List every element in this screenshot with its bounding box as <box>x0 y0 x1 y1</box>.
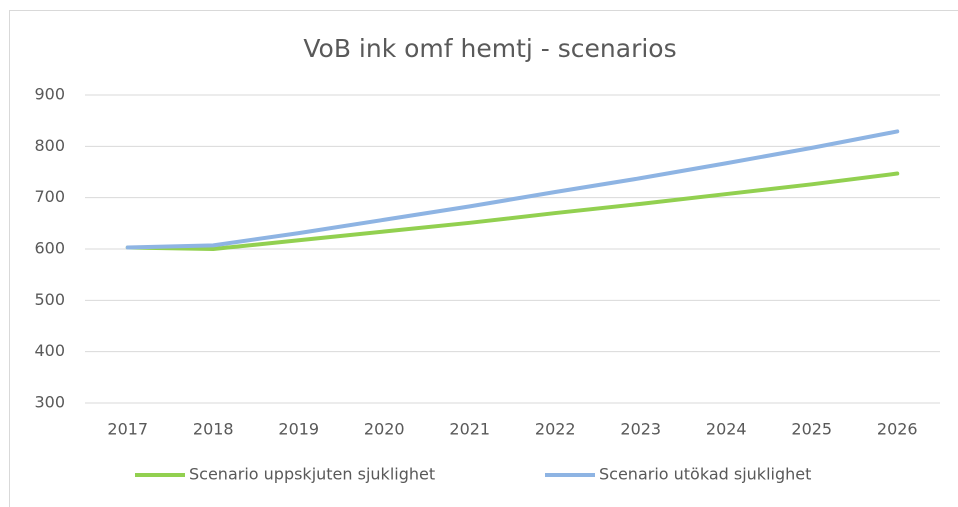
series-line <box>125 171 900 251</box>
y-tick-label: 300 <box>34 393 65 412</box>
x-tick-label: 2022 <box>535 420 576 439</box>
legend-label: Scenario utökad sjuklighet <box>599 465 811 484</box>
x-tick-label: 2019 <box>278 420 319 439</box>
x-tick-label: 2018 <box>193 420 234 439</box>
x-tick-label: 2017 <box>107 420 148 439</box>
x-tick-label: 2020 <box>364 420 405 439</box>
y-tick-label: 400 <box>34 341 65 360</box>
x-tick-label: 2021 <box>449 420 490 439</box>
y-tick-label: 800 <box>34 136 65 155</box>
y-tick-label: 700 <box>34 187 65 206</box>
chart-title: VoB ink omf hemtj - scenarios <box>303 34 676 63</box>
y-tick-label: 500 <box>34 290 65 309</box>
y-tick-label: 900 <box>34 85 65 104</box>
series-line <box>125 129 900 250</box>
x-tick-label: 2025 <box>791 420 832 439</box>
x-tick-label: 2024 <box>706 420 747 439</box>
x-tick-label: 2023 <box>620 420 661 439</box>
chart-border <box>9 10 958 507</box>
y-tick-label: 600 <box>34 239 65 258</box>
legend-label: Scenario uppskjuten sjuklighet <box>189 465 435 484</box>
x-tick-label: 2026 <box>877 420 918 439</box>
